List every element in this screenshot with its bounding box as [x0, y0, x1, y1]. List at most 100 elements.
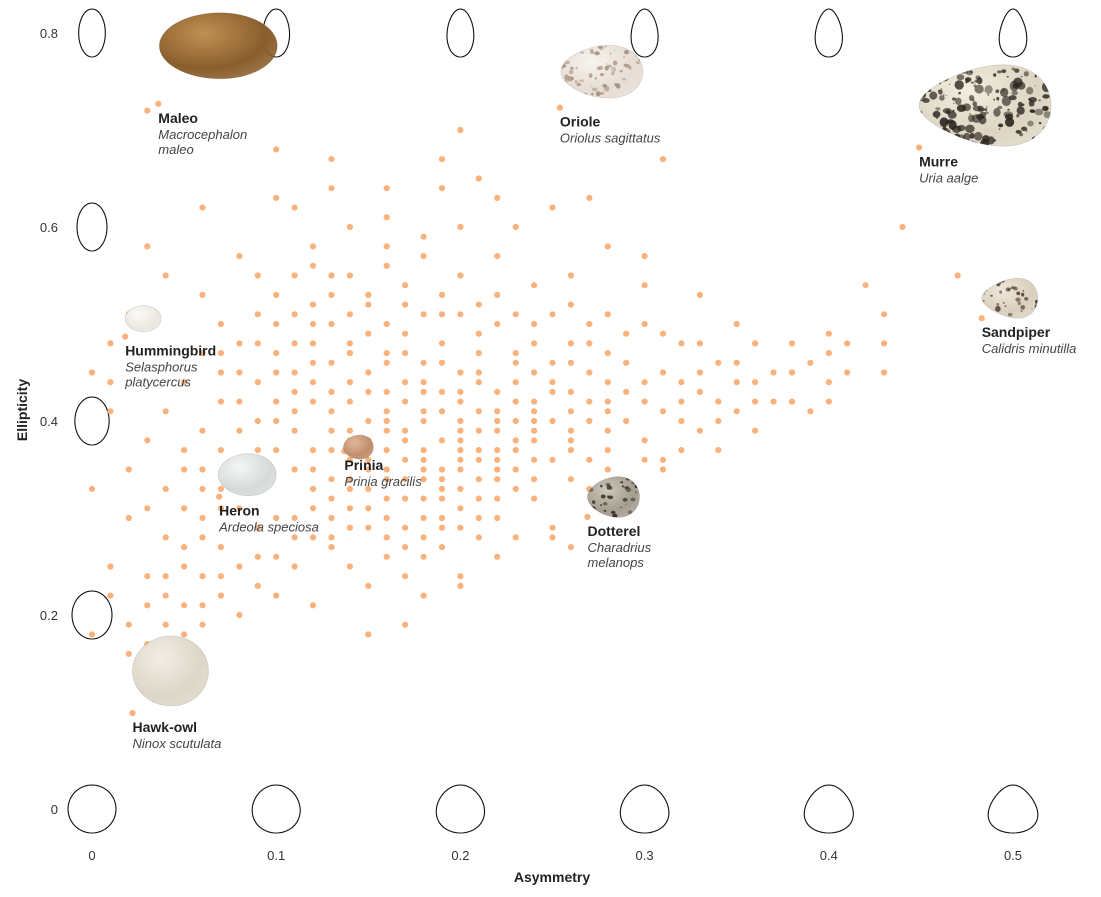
- scatter-point: [567, 427, 575, 434]
- scatter-point: [531, 427, 538, 434]
- scatter-point: [807, 359, 814, 366]
- scatter-point: [365, 291, 372, 298]
- scatter-point: [567, 301, 575, 308]
- scatter-point: [346, 340, 353, 347]
- scatter-point: [365, 330, 372, 337]
- scatter-point: [144, 243, 151, 250]
- scatter-point: [420, 253, 427, 260]
- outline-egg-bottom-2: [435, 784, 486, 834]
- scatter-point: [383, 466, 390, 473]
- heron-species-label: Ardeola speciosa: [218, 520, 319, 535]
- outline-egg-top-0: [78, 8, 106, 58]
- scatter-point: [309, 262, 317, 269]
- scatter-point: [346, 379, 353, 386]
- outline-egg-top-0-path: [78, 8, 106, 58]
- scatter-point: [457, 223, 464, 231]
- scatter-point: [217, 485, 224, 492]
- scatter-point: [531, 398, 538, 405]
- scatter-point: [567, 447, 575, 454]
- scatter-point: [365, 369, 372, 376]
- scatter-point: [899, 223, 906, 231]
- sandpiper-point: [978, 315, 985, 322]
- outline-egg-top-3: [630, 8, 659, 58]
- scatter-point: [254, 311, 261, 318]
- scatter-point: [696, 291, 704, 298]
- scatter-point: [549, 379, 556, 386]
- scatter-point: [457, 427, 464, 434]
- scatter-point: [291, 514, 298, 522]
- scatter-point: [291, 369, 298, 376]
- scatter-point: [494, 194, 501, 201]
- scatter-point: [438, 437, 446, 444]
- scatter-point: [604, 427, 611, 434]
- x-tick-label: 0.5: [1004, 848, 1022, 863]
- scatter-point: [162, 408, 169, 415]
- scatter-point: [494, 456, 501, 463]
- scatter-point: [549, 204, 556, 211]
- scatter-point: [125, 466, 132, 473]
- scatter-point: [273, 398, 280, 405]
- scatter-point: [549, 417, 556, 425]
- scatter-point: [383, 408, 390, 415]
- hummingbird-species-label: platycercus: [124, 375, 191, 390]
- y-tick-label: 0.2: [40, 608, 58, 623]
- scatter-point: [291, 340, 298, 347]
- scatter-point: [346, 524, 353, 531]
- scatter-point: [494, 427, 501, 434]
- scatter-point: [402, 427, 409, 434]
- scatter-point: [549, 388, 556, 395]
- scatter-point: [328, 514, 335, 522]
- scatter-point: [383, 553, 390, 560]
- scatter-point: [328, 291, 335, 298]
- scatter-point: [144, 505, 151, 512]
- scatter-point: [531, 495, 538, 502]
- scatter-point: [531, 437, 538, 444]
- scatter-point: [567, 272, 575, 279]
- scatter-point: [199, 466, 206, 473]
- scatter-point: [641, 398, 648, 405]
- scatter-point: [125, 514, 132, 522]
- sandpiper-name-label: Sandpiper: [982, 324, 1051, 340]
- scatter-point: [291, 408, 298, 415]
- scatter-point: [346, 505, 353, 512]
- scatter-point: [604, 243, 611, 250]
- scatter-point: [346, 272, 353, 279]
- scatter-point: [254, 553, 261, 560]
- outline-egg-bottom-5-path: [987, 784, 1039, 834]
- prinia-species-label: Prinia gracilis: [344, 474, 422, 489]
- outline-egg-bottom-1: [251, 784, 301, 834]
- scatter-point: [273, 514, 280, 522]
- scatter-point: [217, 592, 224, 599]
- dotterel-point: [584, 513, 591, 521]
- x-axis-title: Asymmetry: [514, 869, 590, 885]
- scatter-point: [586, 320, 593, 328]
- scatter-point: [328, 476, 335, 483]
- scatter-point: [475, 447, 482, 454]
- scatter-point: [733, 359, 740, 366]
- scatter-point: [659, 408, 667, 415]
- scatter-point: [420, 456, 427, 463]
- scatter-point: [328, 156, 335, 163]
- scatter-point: [641, 379, 648, 386]
- scatter-point: [365, 456, 372, 463]
- scatter-point: [586, 194, 593, 201]
- scatter-point: [715, 359, 722, 366]
- scatter-point: [217, 398, 224, 405]
- dotterel-name-label: Dotterel: [588, 523, 641, 539]
- scatter-point: [328, 534, 335, 541]
- scatter-point: [733, 408, 740, 415]
- scatter-point: [254, 340, 261, 347]
- scatter-point: [309, 398, 317, 405]
- scatter-point: [144, 602, 151, 609]
- outline-egg-top-1: [262, 8, 291, 58]
- scatter-point: [715, 447, 722, 454]
- scatter-point: [457, 388, 464, 395]
- scatter-point: [254, 582, 261, 590]
- scatter-point: [365, 301, 372, 308]
- scatter-point: [420, 417, 427, 425]
- scatter-points: [88, 107, 961, 667]
- scatter-point: [494, 495, 501, 502]
- scatter-point: [402, 282, 409, 289]
